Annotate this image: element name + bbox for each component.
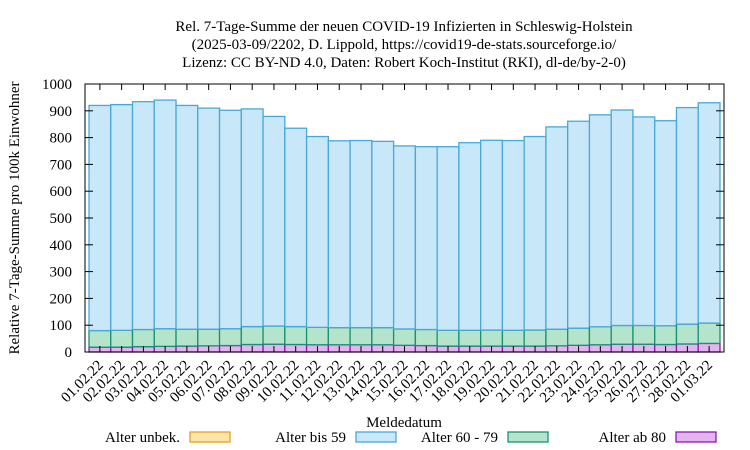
x-axis-label: Meldedatum: [366, 415, 442, 431]
bar-segment: [349, 326, 373, 346]
bar-segment: [610, 324, 634, 345]
bar-segment: [327, 326, 351, 346]
title-line-1: Rel. 7-Tage-Summe der neuen COVID-19 Inf…: [175, 19, 633, 35]
bar-segment: [197, 107, 221, 330]
bar-segment: [567, 327, 591, 346]
legend-swatch: [507, 431, 549, 443]
legend-label: Alter bis 59: [275, 430, 346, 446]
bar-segment: [697, 322, 721, 345]
bar-segment: [436, 329, 460, 347]
bar-segment: [414, 328, 438, 347]
bars-layer: [88, 99, 721, 353]
bar-segment: [175, 104, 199, 330]
y-tick-label: 700: [50, 157, 73, 173]
bar-segment: [327, 140, 351, 329]
bar-segment: [88, 329, 112, 348]
y-tick-label: 200: [50, 291, 73, 307]
legend-label: Alter 60 - 79: [421, 430, 498, 446]
bar-segment: [632, 324, 656, 345]
y-tick-label: 900: [50, 104, 73, 120]
legend-swatch: [675, 431, 717, 443]
bar-segment: [349, 139, 373, 329]
bar-segment: [392, 328, 417, 346]
y-axis: 0 100 200 300 400 500 600 700 800 900 1000: [42, 77, 724, 361]
y-tick-label: 500: [50, 211, 73, 227]
bar-segment: [458, 329, 482, 347]
title-line-2: (2025-03-09/2202, D. Lippold, https://co…: [192, 37, 617, 53]
y-tick-label: 400: [50, 238, 73, 254]
bar-segment: [458, 142, 482, 331]
bar-segment: [197, 328, 221, 347]
bar-segment: [675, 323, 699, 345]
bar-segment: [218, 109, 242, 330]
bar-segment: [175, 328, 199, 347]
bar-segment: [414, 146, 438, 331]
y-tick-label: 1000: [42, 77, 72, 93]
y-tick-label: 100: [50, 318, 73, 334]
bar-segment: [567, 120, 591, 329]
bar-segment: [153, 328, 177, 348]
bar-segment: [110, 329, 134, 348]
bar-segment: [218, 328, 242, 347]
bar-segment: [284, 325, 308, 346]
bar-segment: [675, 106, 699, 325]
bar-segment: [545, 126, 569, 330]
bar-segment: [436, 146, 460, 331]
plot-frame: [84, 83, 725, 353]
legend-label: Alter ab 80: [599, 430, 666, 446]
legend-label: Alter unbek.: [105, 430, 180, 446]
bar-segment: [131, 328, 155, 348]
y-tick-label: 800: [50, 131, 73, 147]
bar-segment: [305, 135, 329, 329]
bar-segment: [632, 116, 656, 327]
legend: Alter unbek. Alter bis 59 Alter 60 - 79 Alt…: [105, 430, 717, 446]
bar-segment: [480, 329, 504, 347]
bar-segment: [545, 328, 569, 347]
bar-segment: [654, 325, 678, 346]
bar-segment: [501, 139, 525, 331]
bar-segment: [523, 329, 547, 347]
y-axis-label: Relative 7-Tage-Summe pro 100k Einwohner: [7, 81, 23, 354]
bar-segment: [371, 140, 395, 329]
title-line-3: Lizenz: CC BY-ND 4.0, Daten: Robert Koch…: [182, 55, 626, 71]
bar-segment: [131, 101, 155, 331]
bar-segment: [262, 325, 286, 345]
legend-swatch: [355, 431, 397, 443]
bar-segment: [588, 114, 612, 328]
chart-title: Rel. 7-Tage-Summe der neuen COVID-19 Inf…: [175, 19, 633, 71]
bar-segment: [240, 108, 264, 328]
bar-segment: [110, 103, 134, 331]
y-tick-label: 300: [50, 265, 73, 281]
bar-segment: [654, 120, 678, 327]
bar-segment: [697, 102, 721, 324]
y-tick-label: 0: [65, 345, 73, 361]
bar-segment: [284, 127, 308, 328]
bar-segment: [153, 99, 177, 330]
bar-segment: [305, 326, 329, 346]
bar-segment: [610, 109, 634, 327]
legend-swatch: [189, 431, 231, 443]
bar-segment: [523, 135, 547, 331]
bar-segment: [371, 326, 395, 346]
bar-segment: [480, 139, 504, 331]
bar-segment: [240, 325, 264, 346]
y-tick-label: 600: [50, 184, 73, 200]
bar-segment: [588, 326, 612, 346]
bar-segment: [262, 115, 286, 327]
bar-segment: [392, 145, 417, 330]
bar-segment: [501, 329, 525, 347]
